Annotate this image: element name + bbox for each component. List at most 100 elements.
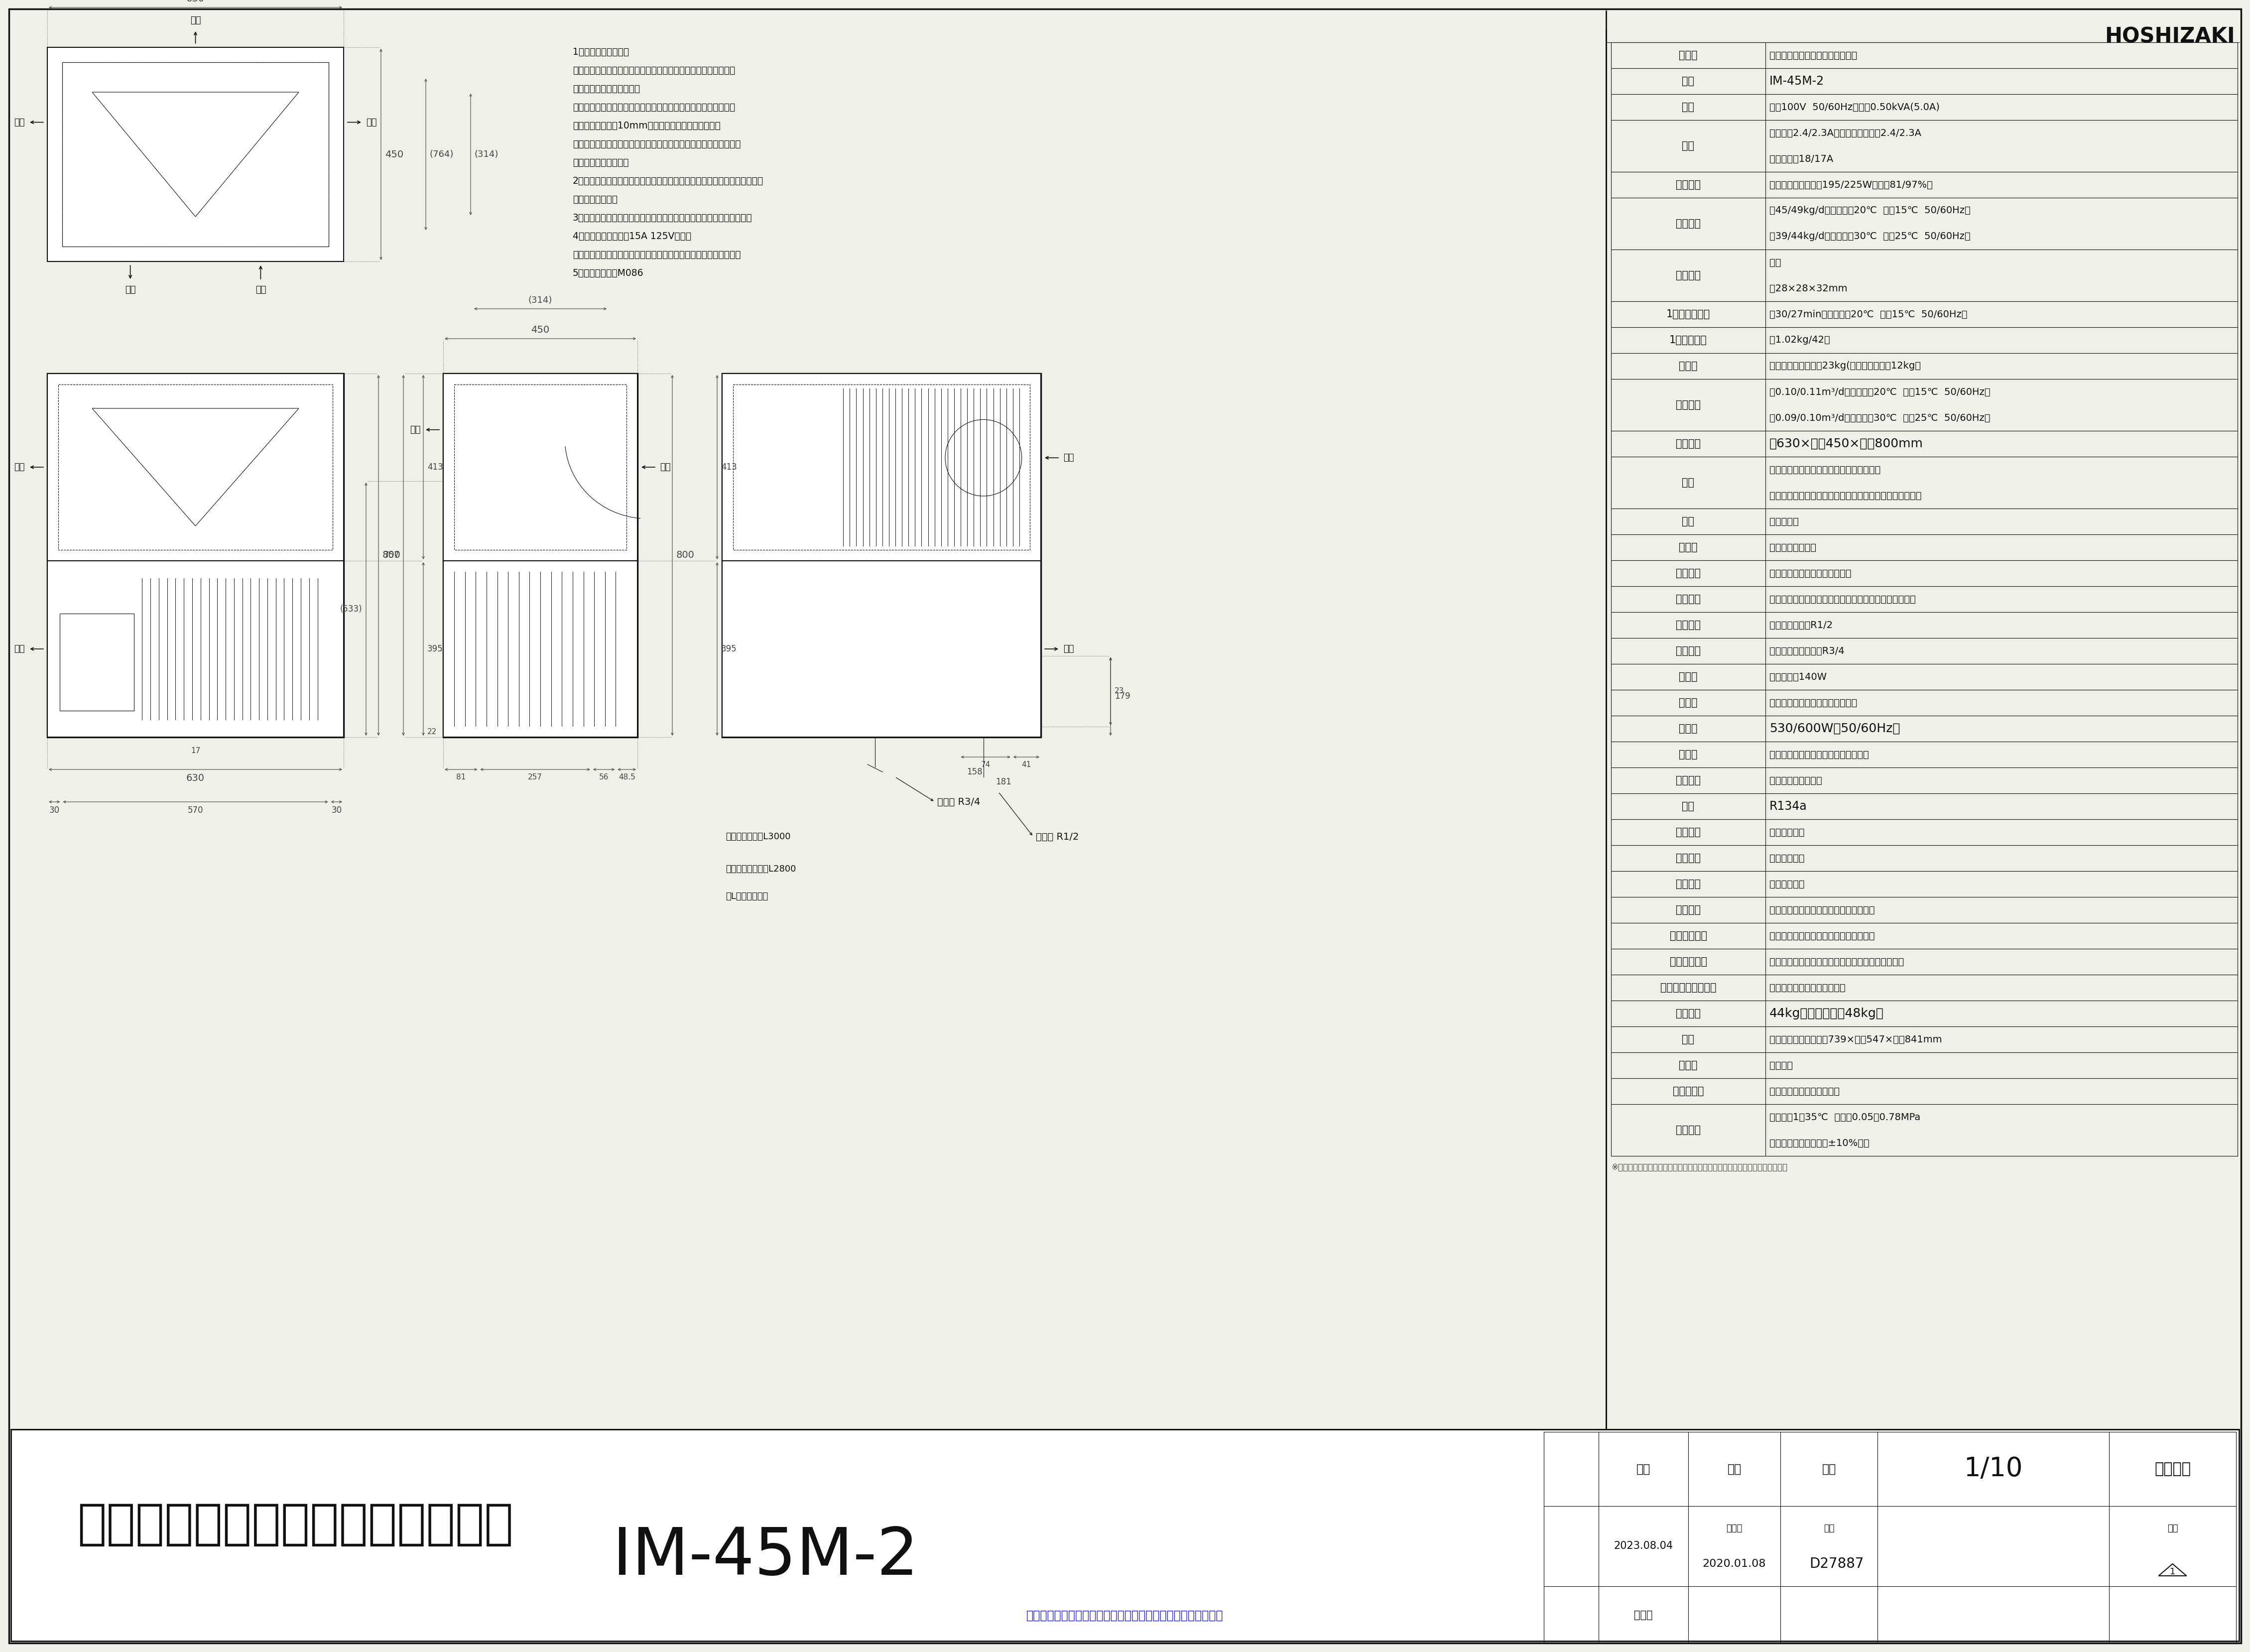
Text: 800: 800 — [677, 550, 695, 560]
Text: モータープロテクタによる圧縮機停止（自動復帰）: モータープロテクタによる圧縮機停止（自動復帰） — [1768, 957, 1904, 966]
Text: 4．ブレーカー容量は15A 125Vです。: 4．ブレーカー容量は15A 125Vです。 — [574, 231, 691, 241]
Text: 排気: 排気 — [189, 17, 200, 25]
Text: 使用条件: 使用条件 — [1676, 1125, 1701, 1135]
Text: 257: 257 — [529, 773, 542, 781]
Text: 800: 800 — [383, 550, 400, 560]
Text: 22: 22 — [428, 729, 436, 735]
Text: （給排気スペース・配管スペース等は本体設置スペースとは別に: （給排気スペース・配管スペース等は本体設置スペースとは別に — [574, 139, 740, 149]
Text: 30: 30 — [331, 806, 342, 814]
Text: 約30/27min（周囲温度20℃  水温15℃  50/60Hz）: 約30/27min（周囲温度20℃ 水温15℃ 50/60Hz） — [1768, 309, 1966, 319]
Text: また、本体設置スペースは、設置条件により若干異なることが: また、本体設置スペースは、設置条件により若干異なることが — [574, 102, 736, 112]
Text: 179: 179 — [1114, 692, 1130, 700]
Text: 44kg　（梱包時　48kg）: 44kg （梱包時 48kg） — [1768, 1008, 1883, 1019]
Bar — [734, 385, 1030, 550]
Bar — [722, 560, 1042, 737]
Text: 角氷: 角氷 — [1768, 258, 1782, 268]
Bar — [47, 48, 344, 261]
Text: 1/10: 1/10 — [1964, 1455, 2023, 1482]
Text: 形名: 形名 — [1683, 76, 1694, 86]
Text: この図面は印刷の都合上、尺度が正しく再現されていません。: この図面は印刷の都合上、尺度が正しく再現されていません。 — [1026, 1609, 1224, 1622]
Text: 30: 30 — [50, 806, 61, 814]
Text: 梱包: 梱包 — [1683, 1034, 1694, 1044]
Text: キャピラリチューブ: キャピラリチューブ — [1768, 776, 1823, 785]
Bar — [63, 63, 328, 246]
Text: 冷却器: 冷却器 — [1678, 750, 1696, 760]
Text: ホットガス方式　アクチュエータモータによる水皿半開: ホットガス方式 アクチュエータモータによる水皿半開 — [1768, 595, 1915, 605]
Text: 吸気: 吸気 — [659, 463, 670, 471]
Text: 場所、給排水、電源等は取扱説明書・据付工事説明書に従って: 場所、給排水、電源等は取扱説明書・据付工事説明書に従って — [574, 66, 736, 76]
Text: 排気: 排気 — [14, 644, 25, 654]
Text: 全密閉形　140W: 全密閉形 140W — [1768, 672, 1827, 682]
Text: 排気: 排気 — [126, 286, 135, 294]
Text: 圧縮機: 圧縮機 — [1678, 672, 1696, 682]
Text: 450: 450 — [385, 150, 403, 159]
Text: 約0.09/0.10m³/d（周囲温度30℃  水温25℃  50/60Hz）: 約0.09/0.10m³/d（周囲温度30℃ 水温25℃ 50/60Hz） — [1768, 413, 1991, 423]
Text: 吸気: 吸気 — [1064, 453, 1073, 463]
Text: 56: 56 — [598, 773, 610, 781]
Text: 外形寸法: 外形寸法 — [1676, 439, 1701, 449]
Text: 排水方式: 排水方式 — [1676, 646, 1701, 656]
Text: 約1.02kg/42個: 約1.02kg/42個 — [1768, 335, 1829, 345]
Text: 冷媒: 冷媒 — [1683, 801, 1694, 811]
Text: 貯氷制御: 貯氷制御 — [1676, 905, 1701, 915]
Text: 1: 1 — [2169, 1568, 2176, 1576]
Bar — [455, 385, 626, 550]
Text: 給水制御: 給水制御 — [1676, 879, 1701, 889]
Text: 81: 81 — [457, 773, 466, 781]
Text: アース線　鋼外L3000: アース線 鋼外L3000 — [727, 833, 790, 841]
Text: 発泡ポリウレタン: 発泡ポリウレタン — [1768, 542, 1816, 552]
Text: 製氷残水毎回排棄　R3/4: 製氷残水毎回排棄 R3/4 — [1768, 646, 1845, 656]
Text: 製氷方式: 製氷方式 — [1676, 568, 1701, 578]
Text: 改訂: 改訂 — [2167, 1525, 2178, 1533]
Text: 図番: 図番 — [1823, 1525, 1834, 1533]
Text: 約28×28×32mm: 約28×28×32mm — [1768, 284, 1847, 292]
Text: 始動電流　18/17A: 始動電流 18/17A — [1768, 154, 1834, 164]
Bar — [722, 373, 1042, 560]
Text: (533): (533) — [340, 605, 362, 613]
Text: 内装: 内装 — [1683, 517, 1694, 527]
Text: IM-45M-2: IM-45M-2 — [612, 1525, 918, 1588]
Text: 給水方式: 給水方式 — [1676, 620, 1701, 629]
Text: 設計: 設計 — [1636, 1464, 1652, 1475]
Text: 製品名: 製品名 — [1678, 50, 1696, 59]
Text: 3．アジャスト脚はオプションです。営業担当者に相談してください。: 3．アジャスト脚はオプションです。営業担当者に相談してください。 — [574, 213, 752, 223]
Text: 電源: 電源 — [1683, 102, 1694, 112]
Text: 製氷能力: 製氷能力 — [1676, 218, 1701, 228]
Text: 2．製氷能力は周囲温度、水温によって変わりますので、取扱説明書を参照: 2．製氷能力は周囲温度、水温によって変わりますので、取扱説明書を参照 — [574, 177, 763, 185]
Text: インターロック機能: インターロック機能 — [1660, 983, 1717, 993]
Text: 除氷制御: 除氷制御 — [1676, 852, 1701, 862]
Text: 尺度: 尺度 — [1823, 1464, 1836, 1475]
Text: 運転電流2.4/2.3A　電動機定格電流2.4/2.3A: 運転電流2.4/2.3A 電動機定格電流2.4/2.3A — [1768, 129, 1922, 137]
Text: セル方式　ジェットスプレー式: セル方式 ジェットスプレー式 — [1768, 568, 1852, 578]
Bar — [443, 373, 637, 560]
Text: マイコン制御: マイコン制御 — [1768, 828, 1804, 838]
Text: 158: 158 — [968, 768, 983, 776]
Bar — [11, 1429, 2239, 1640]
Text: 395: 395 — [720, 644, 736, 654]
Text: 氷の形状: 氷の形状 — [1676, 271, 1701, 281]
Text: 1回の製氷時間: 1回の製氷時間 — [1667, 309, 1710, 319]
Text: 5．製品コード：M086: 5．製品コード：M086 — [574, 268, 643, 278]
Text: 正しく行ってください。: 正しく行ってください。 — [574, 84, 639, 94]
Text: 2020.01.08: 2020.01.08 — [1703, 1559, 1766, 1569]
Text: 630: 630 — [187, 0, 205, 3]
Text: 181: 181 — [995, 778, 1010, 786]
Text: 放熱量: 放熱量 — [1678, 724, 1696, 733]
Text: 幅630×奥行450×高さ800mm: 幅630×奥行450×高さ800mm — [1768, 438, 1924, 449]
Text: HOSHIZAKI: HOSHIZAKI — [2104, 26, 2234, 46]
Text: 電気回路保護: 電気回路保護 — [1670, 930, 1708, 940]
Text: 排気: 排気 — [410, 425, 421, 434]
Text: （L形プラグ付）: （L形プラグ付） — [727, 892, 767, 900]
Bar — [722, 373, 1042, 737]
Text: 電源コード　鋼外L2800: 電源コード 鋼外L2800 — [727, 864, 796, 874]
Text: オプション: オプション — [1672, 1087, 1703, 1097]
Text: 最大ストック量　約23kg(自然落下時　約12kg）: 最大ストック量 約23kg(自然落下時 約12kg） — [1768, 362, 1922, 370]
Bar — [443, 560, 637, 737]
Text: (764): (764) — [430, 150, 455, 159]
Text: 除氷方式: 除氷方式 — [1676, 595, 1701, 605]
Text: 2023.08.04: 2023.08.04 — [1613, 1541, 1674, 1551]
Text: 樹脂成形品: 樹脂成形品 — [1768, 517, 1798, 527]
Text: 漏電遮断器（過電流保護付）、アース線: 漏電遮断器（過電流保護付）、アース線 — [1768, 932, 1874, 940]
Text: 消費水量: 消費水量 — [1676, 400, 1701, 410]
Bar — [47, 560, 344, 737]
